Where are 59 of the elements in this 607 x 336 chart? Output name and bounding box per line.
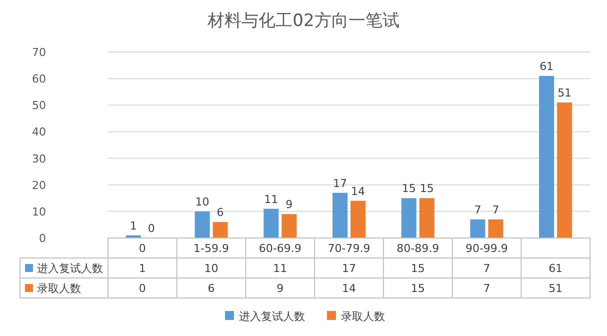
bar xyxy=(401,198,416,238)
annotation: 1 xyxy=(130,219,137,232)
bar xyxy=(194,211,210,238)
x-tick-label: 90-99.9 xyxy=(465,242,508,255)
annotation: 15 xyxy=(420,182,434,196)
legend-label: 录取人数 xyxy=(341,310,385,323)
bar xyxy=(212,222,228,238)
annotation: 15 xyxy=(402,182,416,196)
y-tick-label: 30 xyxy=(32,152,46,166)
bar xyxy=(282,214,297,238)
annotation: 17 xyxy=(333,176,347,190)
annotation: 51 xyxy=(558,86,572,100)
y-tick-label: 60 xyxy=(32,72,46,86)
bar xyxy=(488,219,504,238)
data-label: 7 xyxy=(483,282,490,295)
bar xyxy=(557,102,572,238)
data-label: 7 xyxy=(483,262,490,275)
y-tick-label: 10 xyxy=(32,205,46,218)
legend-label: 进入复试人数 xyxy=(37,262,103,275)
annotation: 0 xyxy=(148,222,155,235)
data-label: 17 xyxy=(342,262,356,275)
data-label: 15 xyxy=(410,282,425,295)
annotation: 11 xyxy=(264,192,278,206)
annotation: 10 xyxy=(195,195,210,208)
data-label: 15 xyxy=(410,262,425,275)
data-label: 9 xyxy=(276,282,284,295)
data-label: 11 xyxy=(273,262,288,275)
bar xyxy=(264,208,279,238)
annotation: 7 xyxy=(474,203,482,216)
bar xyxy=(470,219,486,238)
bar xyxy=(539,76,554,238)
bar xyxy=(419,198,434,238)
data-label: 10 xyxy=(204,262,218,275)
y-tick-label: 50 xyxy=(32,99,46,112)
chart-title: 材料与化工02方向一笔试 xyxy=(206,11,400,31)
annotation: 61 xyxy=(540,60,554,73)
y-tick-label: 70 xyxy=(32,46,46,59)
text: 进入复试人数 xyxy=(239,310,305,323)
data-label: 1 xyxy=(138,262,146,275)
data-label: 14 xyxy=(342,282,356,295)
y-tick-label: 0 xyxy=(39,232,46,245)
data-label: 0 xyxy=(138,282,146,295)
x-tick-label: 70-79.9 xyxy=(328,242,370,255)
annotation: 14 xyxy=(351,184,365,198)
annotation: 7 xyxy=(492,203,500,216)
bar xyxy=(332,192,348,238)
x-tick-label: 80-89.9 xyxy=(396,242,440,255)
data-label: 61 xyxy=(548,262,563,275)
bar xyxy=(350,200,366,238)
data-label: 6 xyxy=(208,282,215,295)
data-label: 51 xyxy=(548,282,563,295)
x-tick-label: 1-59.9 xyxy=(194,242,230,255)
y-tick-label: 40 xyxy=(32,126,46,139)
annotation: 6 xyxy=(216,206,224,220)
x-tick-label: 0 xyxy=(138,242,146,255)
y-tick-label: 20 xyxy=(32,178,46,192)
annotation: 9 xyxy=(286,198,293,212)
x-tick-label: 60-69.9 xyxy=(258,242,302,255)
text: 录取人数 xyxy=(37,282,81,295)
